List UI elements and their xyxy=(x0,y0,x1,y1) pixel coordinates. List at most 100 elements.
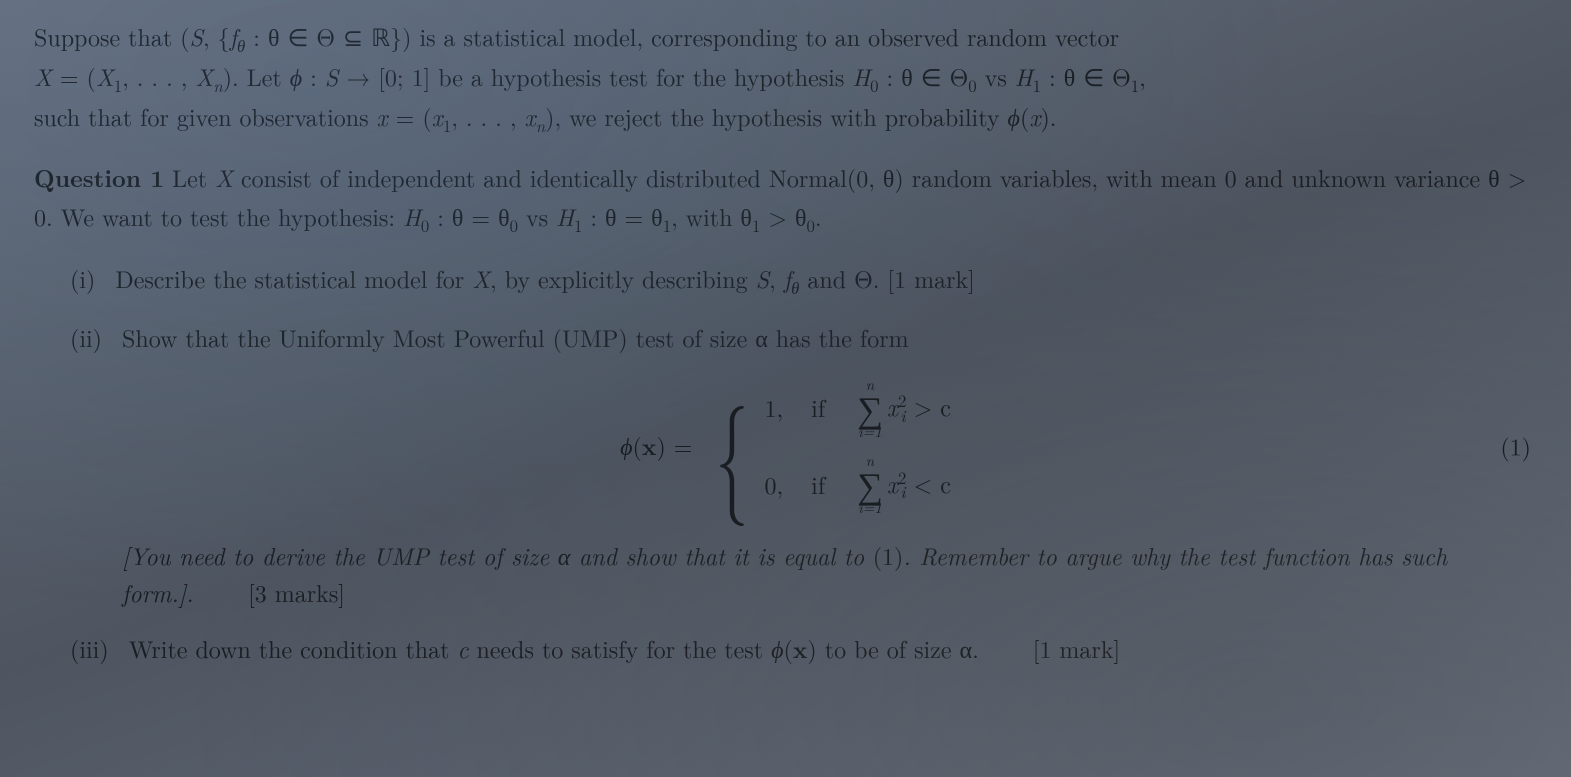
text: , with θ xyxy=(671,199,752,233)
hint-b: (1) xyxy=(873,538,904,572)
sym-phi3: ϕ xyxy=(771,631,783,665)
text: and Θ. xyxy=(799,261,887,295)
sym-f: f xyxy=(230,19,237,53)
hint-a: [You need to derive the UMP test of size… xyxy=(122,538,873,572)
sub-i: i xyxy=(900,479,905,503)
text: : θ ∈ Θ xyxy=(1041,59,1131,93)
sub: 0 xyxy=(807,212,815,236)
equation-1: ϕ(x) = { 1, if n ∑ i=1 x2i > c xyxy=(34,377,1537,516)
text: , . . . , xyxy=(451,99,524,133)
lt-c: < c xyxy=(914,466,951,500)
sym-X4: X xyxy=(472,261,490,295)
text: , xyxy=(769,261,784,295)
item-ii-num: (ii) xyxy=(70,320,102,354)
sum-expr-0: n ∑ i=1 x2i < c xyxy=(853,453,951,515)
text: vs xyxy=(518,199,556,233)
text: = ( xyxy=(52,59,96,93)
sub-1c: 1 xyxy=(1131,73,1139,97)
sigma-1: n ∑ i=1 xyxy=(857,377,883,439)
text: > θ xyxy=(760,199,806,233)
text: Write down the condition that xyxy=(129,631,458,665)
text: ( xyxy=(784,631,793,665)
text: such that for given observations xyxy=(34,99,377,133)
sub-1d: 1 xyxy=(443,112,451,136)
text: : θ ∈ Θ ⊆ ℝ}) is a statistical model, co… xyxy=(245,19,1119,53)
gt-c: > c xyxy=(914,389,951,423)
item-i: (i) Describe the statistical model for X… xyxy=(70,260,1537,300)
equation-body: ϕ(x) = { 1, if n ∑ i=1 x2i > c xyxy=(620,377,951,516)
sym-c: c xyxy=(457,631,468,665)
text: Let xyxy=(164,160,215,194)
q1-label: Question 1 xyxy=(34,161,164,195)
sym-X1: X xyxy=(96,59,114,93)
cases: 1, if n ∑ i=1 x2i > c 0, if xyxy=(764,377,950,516)
vec-x: x xyxy=(642,429,657,463)
sym-S: S xyxy=(190,19,204,53)
sum-lower: i=1 xyxy=(858,424,882,439)
text: , by explicitly describing xyxy=(490,261,756,295)
item-ii-text: Show that the Uniformly Most Powerful (U… xyxy=(122,320,909,354)
equals: = xyxy=(674,428,693,462)
sym-H1b: H xyxy=(556,199,574,233)
text: , . . . , xyxy=(122,59,195,93)
sym-S3: S xyxy=(756,261,770,295)
question-1: Question 1 Let X consist of independent … xyxy=(34,159,1537,237)
term-1: x2i > c xyxy=(887,387,951,428)
intro-paragraph: Suppose that (S, {fθ : θ ∈ Θ ⊆ ℝ}) is a … xyxy=(34,18,1537,137)
text: needs to satisfy for the test xyxy=(469,631,772,665)
sub: 0 xyxy=(510,212,518,236)
item-iii-num: (iii) xyxy=(70,631,109,665)
sub-1b: 1 xyxy=(1033,73,1041,97)
vec-x2: x xyxy=(793,632,808,666)
eq-lhs: ϕ(x) = xyxy=(620,427,692,465)
sub-0: 0 xyxy=(870,73,878,97)
sigma-0: n ∑ i=1 xyxy=(857,453,883,515)
text: Describe the statistical model for xyxy=(115,261,472,295)
text: ). xyxy=(1040,99,1056,133)
text: → [0; 1] be a hypothesis test for the hy… xyxy=(338,59,852,93)
left-brace: { xyxy=(716,407,749,485)
sym-x1: x xyxy=(432,99,443,133)
text: ) to be of size α. xyxy=(807,631,978,665)
sub-n: n xyxy=(213,73,222,97)
sym-x2: x xyxy=(1029,99,1040,133)
marks-ii: [3 marks] xyxy=(248,575,345,609)
sym-xn: x xyxy=(525,99,536,133)
one: 1, xyxy=(764,389,783,426)
hint-paragraph: [You need to derive the UMP test of size… xyxy=(122,537,1507,611)
xi: x xyxy=(887,389,898,423)
text: , { xyxy=(203,19,230,53)
sigma-symbol: ∑ xyxy=(857,392,883,424)
item-iii: (iii) Write down the condition that c ne… xyxy=(70,630,1537,668)
xi: x xyxy=(887,466,898,500)
sub: 1 xyxy=(663,212,671,236)
text: ). Let xyxy=(223,59,290,93)
page-content: Suppose that (S, {fθ : θ ∈ Θ ⊆ ℝ}) is a … xyxy=(0,0,1571,708)
sub-1: 1 xyxy=(114,73,122,97)
item-i-num: (i) xyxy=(70,261,95,295)
phi: ϕ xyxy=(620,428,632,462)
text: vs xyxy=(977,59,1015,93)
term-0: x2i < c xyxy=(887,464,951,505)
text: : θ = θ xyxy=(429,199,509,233)
text: : θ ∈ Θ xyxy=(879,59,969,93)
sigma-symbol: ∑ xyxy=(857,468,883,500)
equation-number: (1) xyxy=(1500,427,1531,464)
text: . xyxy=(815,199,822,233)
text: : θ = θ xyxy=(582,199,662,233)
case-1: 1, if n ∑ i=1 x2i > c xyxy=(764,377,950,439)
sym-H0b: H xyxy=(403,199,421,233)
sym-phi: ϕ xyxy=(290,59,302,93)
sym-Xn: X xyxy=(195,59,213,93)
if: if xyxy=(811,389,825,426)
sym-X: X xyxy=(34,59,52,93)
sub-nb: n xyxy=(536,112,545,136)
text: ), we reject the hypothesis with probabi… xyxy=(545,99,1007,133)
text: ( xyxy=(1020,99,1029,133)
sub-i: i xyxy=(900,403,905,427)
sym-X3: X xyxy=(215,160,233,194)
text: = ( xyxy=(388,99,432,133)
zero: 0, xyxy=(764,466,783,503)
item-ii: (ii) Show that the Uniformly Most Powerf… xyxy=(70,319,1537,356)
sym-S2: S xyxy=(325,59,339,93)
